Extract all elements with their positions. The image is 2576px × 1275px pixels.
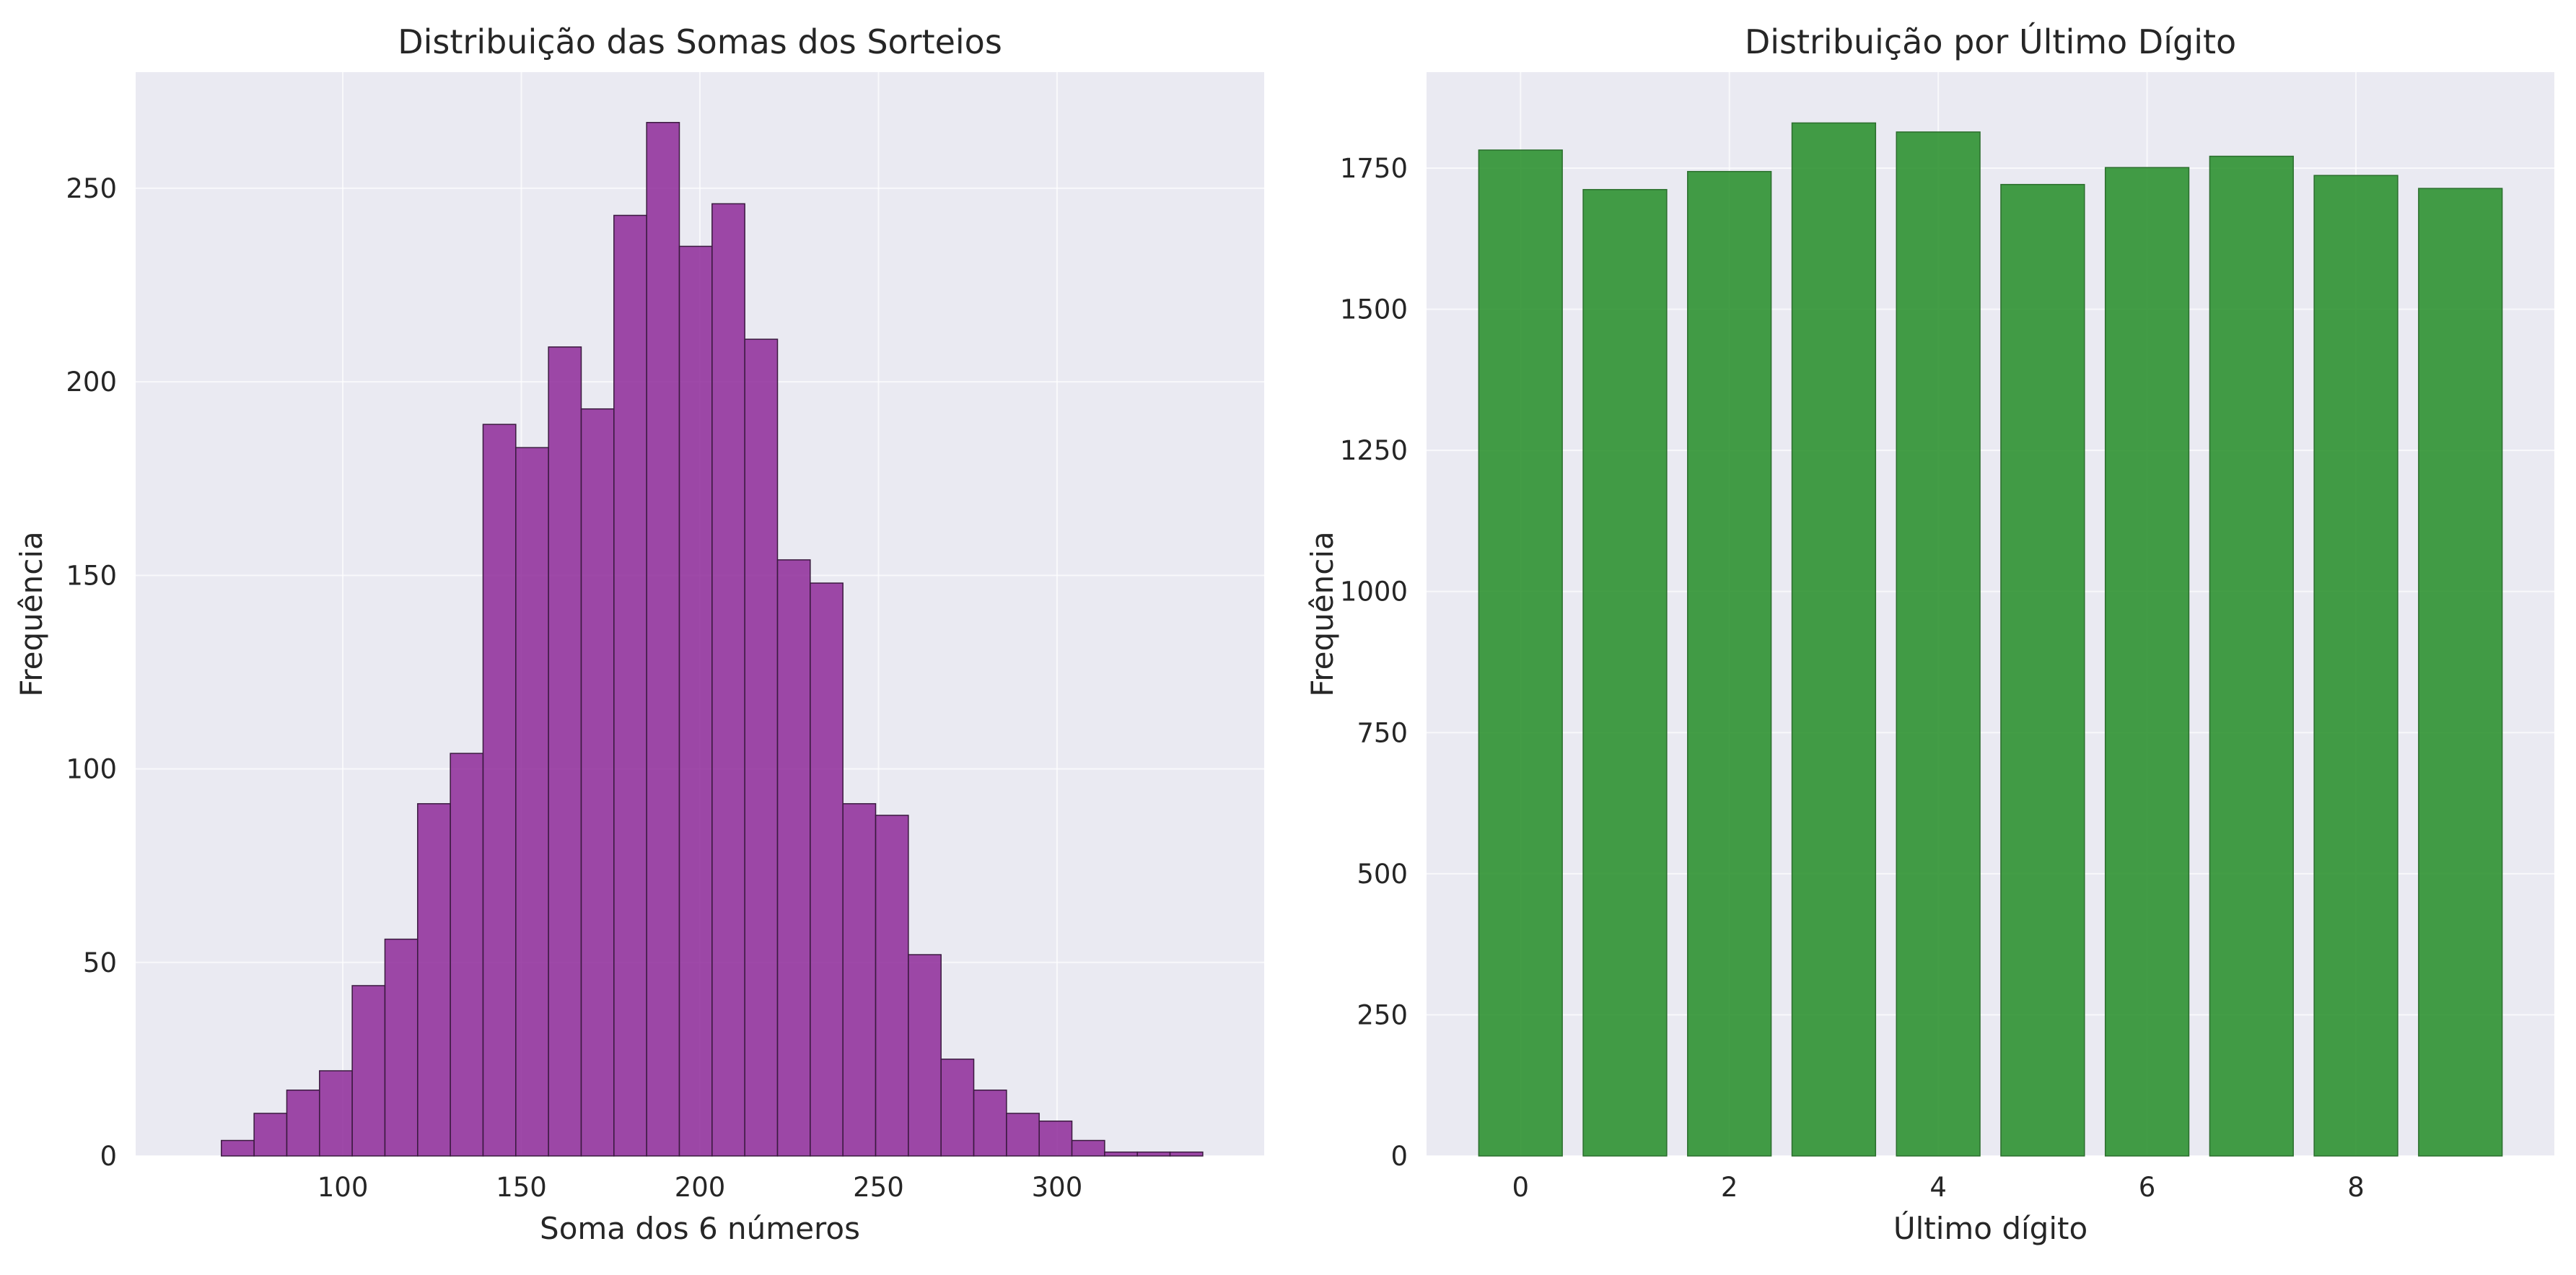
x-tick-label: 100: [317, 1172, 369, 1203]
y-tick-labels: 0 250 500 750 1000 1250 1500 1750: [1340, 153, 1408, 1172]
histogram-bar: [711, 203, 745, 1157]
bars: [221, 121, 1204, 1157]
histogram-bar: [221, 1139, 255, 1157]
histogram-bar: [810, 582, 844, 1157]
bar-digit-3: [1791, 122, 1877, 1157]
y-axis-label: Frequência: [1305, 531, 1340, 697]
y-tick-label: 150: [66, 560, 117, 591]
bar-digit-7: [2209, 155, 2294, 1157]
histogram-bar: [548, 346, 582, 1157]
bar-digit-6: [2104, 167, 2190, 1157]
histogram-bar: [515, 447, 549, 1157]
y-tick-label: 750: [1357, 717, 1408, 748]
x-tick-label: 200: [675, 1172, 726, 1203]
y-tick-label: 500: [1357, 859, 1408, 890]
x-tick-label: 250: [853, 1172, 904, 1203]
x-tick-label: 0: [1512, 1172, 1529, 1203]
y-axis-label: Frequência: [14, 531, 49, 697]
last-digit-bar-chart: 0 2 4 6 8 0 250 500 750 1000 1250 1500 1750 Distrib…: [1305, 22, 2554, 1246]
x-axis-label: Soma dos 6 números: [540, 1211, 860, 1246]
y-tick-label: 250: [1357, 999, 1408, 1030]
bar-digit-2: [1687, 170, 1772, 1157]
histogram-bar: [908, 954, 942, 1157]
bars: [1478, 122, 2503, 1157]
y-tick-label: 1250: [1340, 435, 1408, 466]
x-tick-labels: 100 150 200 250 300: [317, 1172, 1082, 1203]
x-tick-label: 8: [2347, 1172, 2365, 1203]
histogram-bar: [842, 803, 877, 1157]
y-tick-label: 0: [1390, 1141, 1408, 1172]
chart-title: Distribuição por Último Dígito: [1745, 22, 2236, 61]
chart-title: Distribuição das Somas dos Sorteios: [398, 22, 1002, 61]
histogram-bar: [1071, 1139, 1105, 1157]
histogram-bar: [1169, 1151, 1204, 1157]
x-axis-label: Último dígito: [1893, 1210, 2087, 1246]
y-tick-label: 0: [100, 1141, 117, 1172]
x-tick-labels: 0 2 4 6 8: [1512, 1172, 2364, 1203]
y-tick-label: 250: [66, 173, 117, 204]
histogram-bar: [940, 1059, 975, 1157]
histogram-bar: [678, 245, 713, 1157]
y-tick-label: 50: [83, 947, 117, 978]
bar-digit-1: [1582, 188, 1668, 1157]
bar-digit-0: [1478, 149, 1563, 1157]
histogram-bar: [482, 424, 517, 1157]
histogram-bar: [286, 1090, 320, 1157]
bar-digit-4: [1896, 131, 1981, 1157]
histogram-bar: [1104, 1151, 1138, 1157]
y-tick-label: 1500: [1340, 294, 1408, 325]
histogram-bar: [973, 1090, 1007, 1157]
histogram-bar: [646, 121, 680, 1157]
histogram-bar: [744, 338, 779, 1157]
histogram-bar: [384, 938, 419, 1157]
histogram-bar: [875, 815, 909, 1157]
x-tick-label: 150: [496, 1172, 547, 1203]
histogram-bar: [1006, 1113, 1040, 1157]
x-tick-label: 300: [1032, 1172, 1083, 1203]
histogram-bar: [319, 1070, 353, 1157]
histogram-bar: [351, 985, 386, 1157]
bar-digit-5: [2000, 183, 2085, 1157]
histogram-bar: [613, 214, 647, 1157]
bar-digit-8: [2313, 175, 2398, 1157]
histogram-bar: [450, 753, 484, 1157]
y-tick-label: 1000: [1340, 577, 1408, 608]
histogram-bar: [580, 408, 615, 1157]
histogram-bar: [1038, 1120, 1073, 1157]
y-tick-label: 100: [66, 754, 117, 785]
x-tick-label: 4: [1929, 1172, 1947, 1203]
y-tick-label: 1750: [1340, 153, 1408, 184]
bar-digit-9: [2418, 188, 2503, 1157]
histogram-bar: [417, 803, 451, 1157]
histogram-bar: [776, 559, 811, 1157]
histogram-bar: [253, 1113, 288, 1157]
y-tick-label: 200: [66, 367, 117, 398]
x-tick-label: 6: [2139, 1172, 2156, 1203]
sums-histogram-chart: 100 150 200 250 300 0 50 100 150 200 250 Distribu…: [14, 22, 1264, 1246]
x-tick-label: 2: [1721, 1172, 1738, 1203]
y-tick-labels: 0 50 100 150 200 250: [66, 173, 117, 1172]
histogram-bar: [1136, 1151, 1171, 1157]
